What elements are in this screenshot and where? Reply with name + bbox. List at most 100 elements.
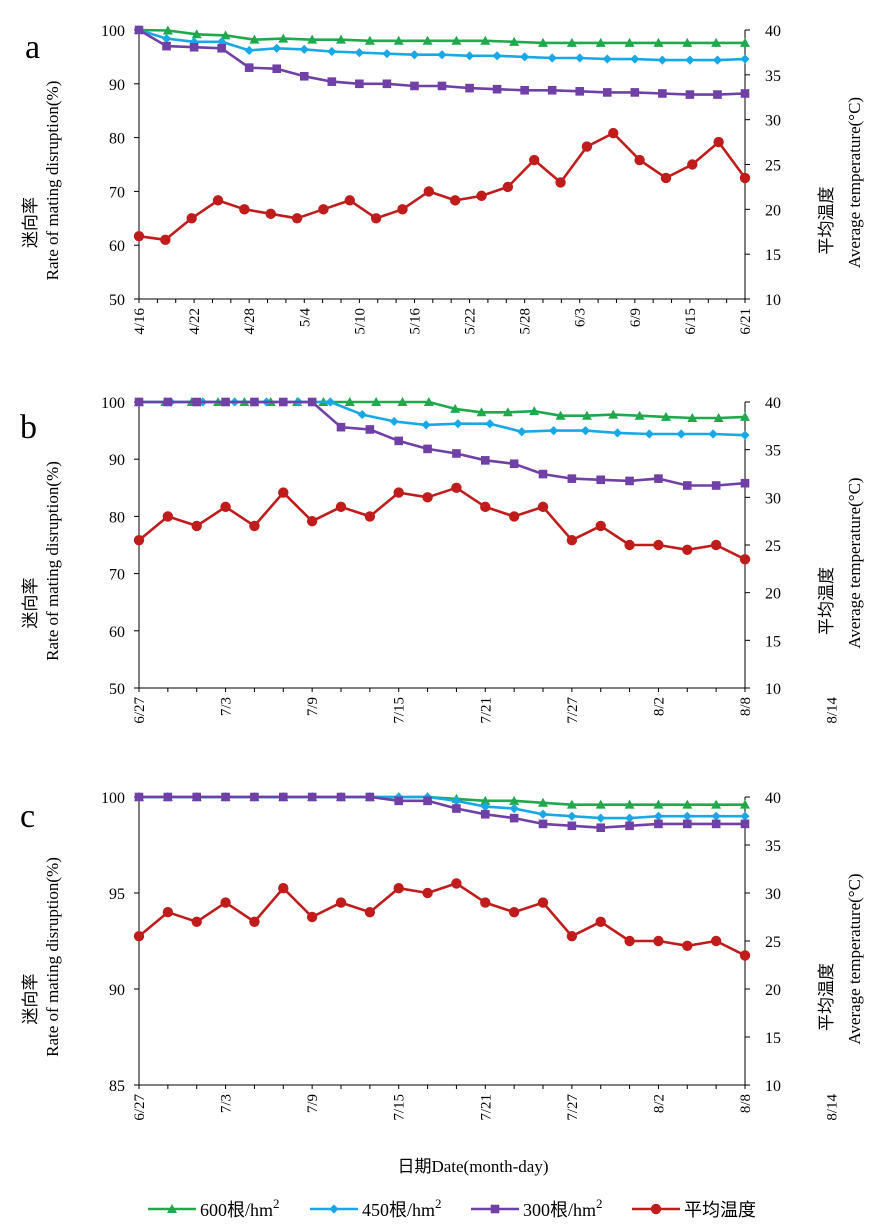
data-point [509, 803, 519, 814]
right-tick-label: 20 [765, 982, 781, 999]
right-tick-label: 15 [765, 247, 781, 264]
data-point [549, 426, 559, 436]
x-tick-label: 8/8 [738, 1094, 754, 1113]
chart-panel-c: c 85 90 95 100 10 15 20 25 30 35 40 6/27 7/3 7/9 7/15 7/… [20, 790, 864, 1121]
series-line [138, 131, 747, 242]
left-tick-label: 50 [109, 681, 125, 698]
x-tick-label: 7/15 [392, 697, 408, 724]
data-point [595, 916, 606, 927]
data-point [555, 410, 566, 420]
data-point [371, 397, 382, 406]
right-tick-label: 35 [765, 443, 781, 460]
data-point [364, 511, 376, 522]
left-tick-label: 60 [109, 624, 125, 641]
data-point [687, 159, 698, 170]
series-line [138, 486, 746, 561]
data-point [740, 478, 750, 488]
data-point [249, 916, 260, 927]
left-tick-label: 50 [109, 292, 125, 309]
left-tick-label: 100 [101, 395, 125, 412]
data-point [708, 429, 718, 439]
data-point [422, 35, 433, 45]
data-point [537, 501, 549, 513]
left-tick-label: 70 [109, 184, 125, 201]
data-point [740, 430, 750, 440]
y2-axis-label-cn: 平均温度 [817, 187, 836, 255]
data-point [389, 416, 399, 427]
data-point [476, 407, 487, 417]
data-point [538, 809, 548, 819]
right-tick-label: 25 [765, 158, 781, 175]
data-point [676, 429, 686, 439]
data-point [265, 208, 276, 220]
data-point [509, 459, 519, 469]
series-line [138, 28, 745, 45]
data-point [644, 429, 654, 439]
x-tick-label: 8/14 [825, 697, 841, 724]
data-point [657, 55, 667, 65]
data-point [250, 792, 259, 802]
legend-entry-4: 平均温度 [632, 1200, 756, 1220]
data-point [163, 792, 173, 802]
data-point [480, 501, 491, 513]
data-point [452, 449, 461, 458]
series-line [139, 400, 746, 487]
right-tick-label: 10 [765, 292, 781, 309]
data-point [682, 544, 693, 555]
data-point [365, 792, 375, 802]
data-point [502, 181, 514, 193]
data-point [336, 422, 346, 432]
x-tick-label: 4/22 [187, 308, 203, 335]
x-tick-label: 6/21 [738, 308, 754, 335]
data-point [682, 37, 693, 47]
data-point [365, 425, 375, 434]
data-point [492, 51, 502, 61]
data-point [394, 796, 404, 806]
data-point [161, 34, 172, 44]
left-tick-label: 80 [109, 131, 125, 148]
y2-axis-label-cn: 平均温度 [817, 963, 836, 1031]
data-point [291, 213, 303, 224]
data-point [449, 195, 461, 206]
data-point [476, 190, 487, 202]
y-axis-label: Rate of mating disruption(%) [43, 461, 62, 661]
data-point [480, 456, 490, 465]
data-point [480, 897, 491, 908]
data-point [595, 37, 606, 47]
data-point [451, 482, 462, 493]
data-point [422, 887, 433, 899]
data-point [327, 77, 337, 86]
data-point [739, 172, 751, 184]
data-point [625, 476, 634, 486]
data-point [508, 511, 520, 522]
data-point [739, 950, 751, 961]
data-point [453, 419, 463, 429]
data-point [344, 195, 355, 206]
data-point [654, 474, 663, 483]
x-tick-label: 7/27 [565, 697, 581, 724]
data-point [221, 397, 230, 407]
data-point [740, 811, 750, 821]
data-point [658, 89, 667, 98]
data-point [134, 397, 144, 407]
series-line [139, 795, 745, 830]
left-tick-label: 95 [109, 886, 125, 903]
data-point [422, 492, 433, 503]
series-1 [134, 25, 750, 47]
data-point [567, 474, 577, 483]
left-tick-label: 70 [109, 567, 125, 584]
data-point [382, 79, 392, 89]
data-point [307, 792, 317, 802]
data-point [580, 426, 591, 436]
data-point [394, 436, 404, 446]
x-tick-label: 8/2 [651, 697, 667, 716]
x-tick-label: 6/27 [132, 1094, 148, 1121]
right-tick-label: 15 [765, 1030, 781, 1047]
data-point [595, 799, 606, 809]
data-point [249, 34, 260, 44]
data-point [624, 37, 635, 47]
data-point [335, 897, 347, 908]
data-point [480, 802, 490, 812]
data-point [364, 35, 375, 45]
